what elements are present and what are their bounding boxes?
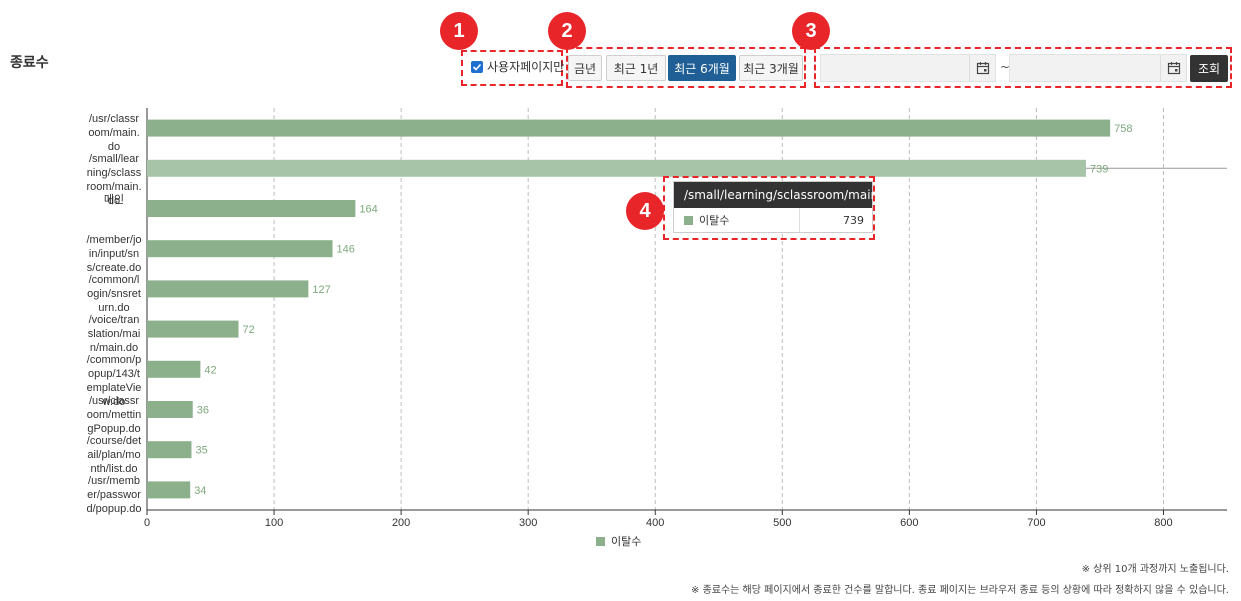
category-label: 메인	[103, 193, 125, 206]
tooltip-series-name: 이탈수	[699, 214, 730, 227]
category-label: /usr/classroom/main.do	[88, 113, 140, 154]
marker-3: 3	[792, 12, 830, 50]
page-title: 종료수	[10, 55, 49, 71]
marker-4: 4	[626, 192, 664, 230]
bar	[147, 240, 333, 258]
bar-value-label: 739	[1090, 163, 1108, 175]
search-button[interactable]: 조회	[1190, 55, 1228, 82]
bar-value-label: 35	[195, 445, 207, 457]
x-tick-label: 100	[265, 517, 283, 529]
bar	[147, 320, 239, 338]
period-button-3-months[interactable]: 최근 3개월	[739, 55, 803, 81]
x-tick-label: 600	[900, 517, 918, 529]
highlight-box-2	[566, 47, 806, 88]
bar-value-label: 127	[312, 284, 330, 296]
tooltip-series-swatch	[684, 215, 693, 225]
category-label: /voice/translation/main/main.do	[87, 314, 141, 355]
bar-value-label: 758	[1114, 123, 1132, 135]
category-label: /usr/member/password/popup.do	[86, 474, 142, 515]
x-tick-label: 300	[519, 517, 537, 529]
bar	[147, 401, 193, 418]
note-exit-definition: ※ 종료수는 해당 페이지에서 종료한 건수를 말합니다. 종료 페이지는 브라…	[691, 585, 1229, 596]
bar-value-label: 164	[359, 204, 377, 216]
category-label: /common/popup/143/templateView.do	[86, 354, 142, 409]
bar-value-label: 146	[337, 244, 355, 256]
tooltip-row: 이탈수 739	[674, 208, 872, 232]
date-range-separator: ~	[1000, 60, 1011, 74]
user-page-only-label: 사용자페이지만	[487, 60, 565, 74]
x-tick-label: 500	[773, 517, 791, 529]
note-top10: ※ 상위 10개 과정까지 노출됩니다.	[1081, 564, 1229, 575]
bar	[147, 159, 1086, 177]
category-label: /usr/classroom/mettingPopup.do	[86, 394, 142, 435]
start-date-input[interactable]	[820, 54, 996, 82]
calendar-icon[interactable]	[969, 55, 995, 81]
bar	[147, 280, 309, 298]
tooltip-value: 739	[843, 213, 864, 227]
x-tick-label: 0	[144, 517, 150, 529]
period-button-this-year[interactable]: 금년	[568, 55, 602, 81]
highlight-box-1	[461, 50, 563, 86]
category-label: /course/detail/plan/month/list.do	[86, 434, 142, 475]
bar	[147, 200, 356, 217]
checkbox-checked-icon[interactable]	[471, 60, 483, 73]
bar-value-label: 34	[194, 485, 206, 497]
legend-swatch	[596, 536, 605, 546]
bar-value-label: 42	[204, 364, 216, 376]
calendar-icon[interactable]	[1160, 55, 1186, 81]
marker-1: 1	[440, 12, 478, 50]
tooltip-title: /small/learning/sclassroom/main.do	[674, 182, 897, 208]
x-tick-label: 800	[1154, 517, 1172, 529]
category-label: /common/login/snsreturn.do	[87, 273, 141, 314]
chart-tooltip: /small/learning/sclassroom/main.do 이탈수 7…	[673, 181, 897, 233]
chart-legend[interactable]: 이탈수	[596, 533, 641, 549]
x-tick-label: 400	[646, 517, 664, 529]
legend-label: 이탈수	[611, 535, 642, 548]
bar	[147, 360, 201, 378]
period-button-6-months[interactable]: 최근 6개월	[668, 55, 736, 81]
bar	[147, 119, 1111, 137]
bar	[147, 441, 192, 459]
category-label: /member/join/input/sns/create.do	[86, 233, 142, 274]
category-label: /small/learning/sclassroom/main.do	[86, 153, 142, 208]
end-date-input[interactable]	[1009, 54, 1187, 82]
highlight-box-3	[814, 47, 1232, 88]
marker-2: 2	[548, 12, 586, 50]
period-button-1-year[interactable]: 최근 1년	[606, 55, 666, 81]
bar-value-label: 72	[242, 324, 254, 336]
bar	[147, 481, 191, 499]
x-tick-label: 700	[1027, 517, 1045, 529]
highlight-box-4	[663, 176, 875, 240]
bar-value-label: 36	[197, 405, 209, 417]
x-tick-label: 200	[392, 517, 410, 529]
user-page-only-checkbox[interactable]: 사용자페이지만	[471, 58, 564, 75]
